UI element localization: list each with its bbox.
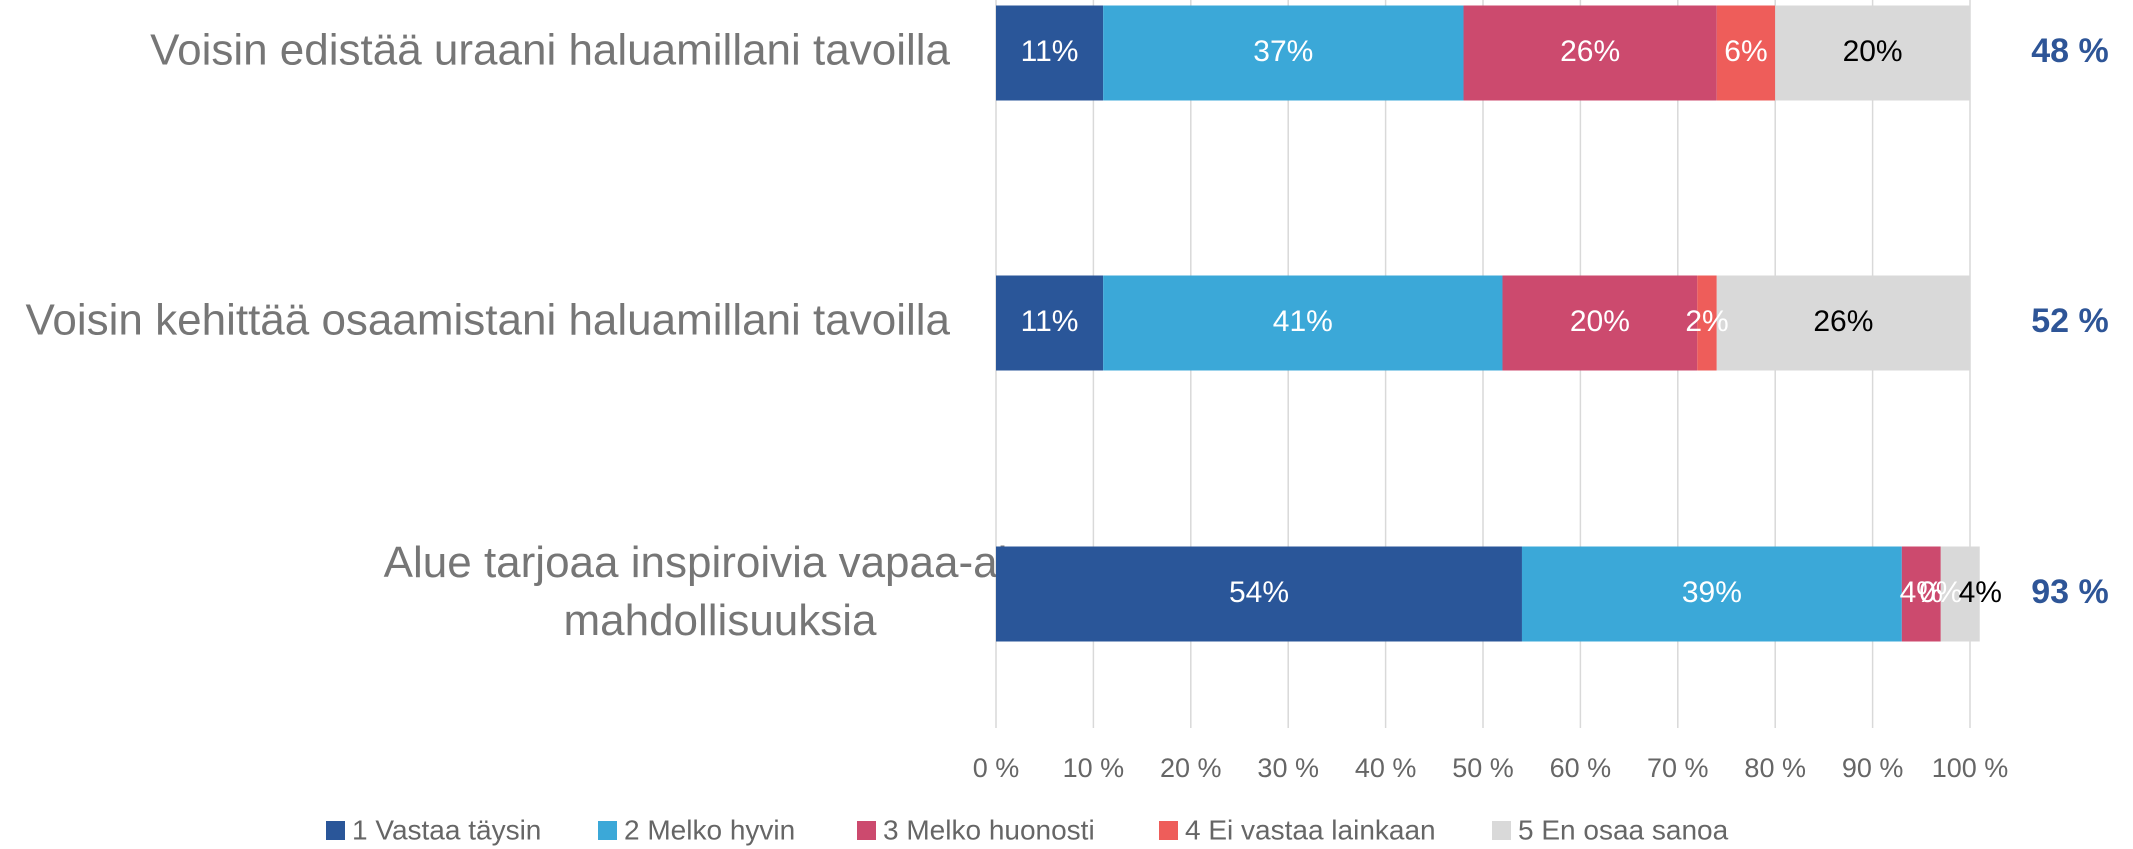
bar-segment xyxy=(1521,546,1902,642)
category-label-line: Alue tarjoaa inspiroivia vapaa-ajan xyxy=(384,538,1057,587)
x-tick-label: 100 % xyxy=(1932,753,2009,783)
legend-label: 2 Melko hyvin xyxy=(624,814,795,845)
x-tick-label: 40 % xyxy=(1355,753,1417,783)
data-label: 37% xyxy=(1253,35,1313,68)
legend-swatch xyxy=(1159,821,1178,840)
category-label-line: mahdollisuuksia xyxy=(563,596,877,645)
x-tick-label: 50 % xyxy=(1452,753,1514,783)
data-label: 4% xyxy=(1959,576,2002,609)
legend-swatch xyxy=(1492,821,1511,840)
data-label: 54% xyxy=(1229,576,1289,609)
data-label: 2% xyxy=(1685,305,1728,338)
bar-segment xyxy=(996,5,1104,101)
total-label: 93 % xyxy=(2031,573,2109,611)
x-tick-label: 80 % xyxy=(1744,753,1806,783)
total-label: 52 % xyxy=(2031,302,2109,340)
data-label: 6% xyxy=(1724,35,1767,68)
bar-segment xyxy=(1716,275,1970,371)
data-label: 4% xyxy=(1900,576,1943,609)
bar-segment xyxy=(1940,546,1980,642)
x-tick-label: 10 % xyxy=(1063,753,1125,783)
data-label: 20% xyxy=(1843,35,1903,68)
legend-label: 1 Vastaa täysin xyxy=(352,814,541,845)
bar-segment xyxy=(1697,275,1717,371)
x-tick-label: 60 % xyxy=(1550,753,1612,783)
x-tick-label: 0 % xyxy=(973,753,1020,783)
total-label: 48 % xyxy=(2031,32,2109,70)
data-label: 11% xyxy=(1021,305,1079,338)
bar-segment xyxy=(1775,5,1970,101)
data-label: 41% xyxy=(1273,305,1333,338)
x-tick-label: 90 % xyxy=(1842,753,1904,783)
x-tick-label: 70 % xyxy=(1647,753,1709,783)
bar-segment xyxy=(1463,5,1717,101)
data-label: 26% xyxy=(1560,35,1620,68)
data-label: 39% xyxy=(1682,576,1742,609)
legend-swatch xyxy=(598,821,617,840)
legend-label: 3 Melko huonosti xyxy=(883,814,1095,845)
category-label: Alue tarjoaa inspiroivia vapaa-ajan mahdo… xyxy=(384,538,1057,645)
legend-swatch xyxy=(857,821,876,840)
data-label: 11% xyxy=(1021,35,1079,68)
category-label: Voisin edistää uraani haluamillani tavoi… xyxy=(150,26,950,75)
data-label: 20% xyxy=(1570,305,1630,338)
category-label: Voisin kehittää osaamistani haluamillani… xyxy=(25,296,950,345)
x-tick-label: 20 % xyxy=(1160,753,1222,783)
bar-segment xyxy=(996,275,1104,371)
bar-segment xyxy=(1716,5,1776,101)
bar-segment xyxy=(1901,546,1941,642)
data-label: 0% xyxy=(1919,576,1962,609)
bar-segment xyxy=(1502,275,1698,371)
bar-segment xyxy=(1103,5,1464,101)
legend-label: 4 Ei vastaa lainkaan xyxy=(1185,814,1436,845)
legend-label: 5 En osaa sanoa xyxy=(1518,814,1729,845)
bar-segment xyxy=(1103,275,1503,371)
data-label: 26% xyxy=(1813,305,1873,338)
legend-swatch xyxy=(326,821,345,840)
bar-segment xyxy=(996,546,1522,642)
x-tick-label: 30 % xyxy=(1257,753,1319,783)
